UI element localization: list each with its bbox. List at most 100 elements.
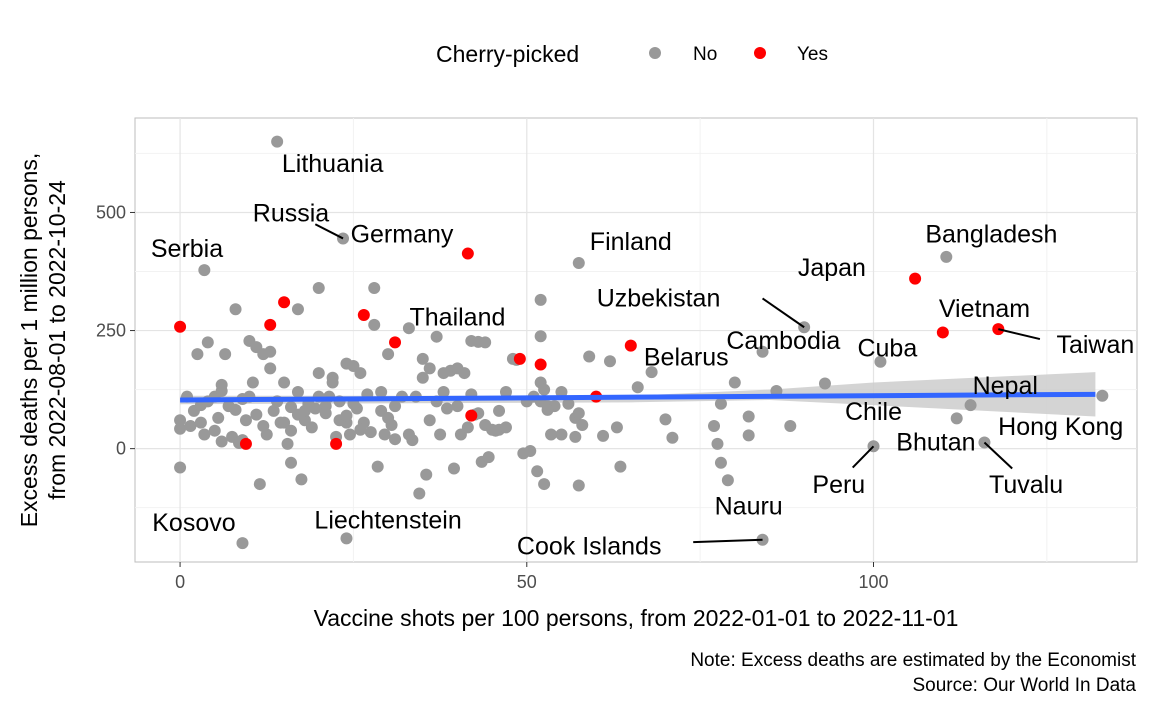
data-point-no <box>253 478 266 491</box>
data-point-no <box>441 402 454 415</box>
data-point-no <box>413 487 426 500</box>
plot-panel <box>134 117 1138 563</box>
country-label: Liechtenstein <box>314 506 461 534</box>
data-point-no <box>572 479 585 492</box>
country-label: Cuba <box>857 335 917 363</box>
data-point-no <box>354 423 367 436</box>
data-point-no <box>174 414 187 427</box>
y-axis-label-line1: Excess deaths per 1 million persons, <box>16 153 42 528</box>
data-point-no <box>597 429 610 442</box>
data-point-no <box>250 408 263 421</box>
data-point-no <box>541 403 554 416</box>
x-tick-label: 50 <box>517 572 537 592</box>
label-pointers <box>314 223 1041 544</box>
data-point-no <box>940 250 953 263</box>
label-pointer <box>998 328 1041 341</box>
country-label: Russia <box>253 199 330 227</box>
data-point-no <box>631 381 644 394</box>
data-point-no <box>278 376 291 389</box>
country-labels: Lithuania Russia Germany Serbia Finland Bangl… <box>151 150 1134 561</box>
data-point-yes <box>624 339 637 352</box>
data-point-no <box>371 460 384 473</box>
data-point-no <box>479 336 492 349</box>
country-label: Bhutan <box>896 429 975 457</box>
data-point-yes <box>239 437 252 450</box>
data-point-no <box>742 410 755 423</box>
data-point-no <box>229 303 242 316</box>
data-point-no <box>524 445 537 457</box>
data-point-no <box>291 385 304 398</box>
data-point-no <box>402 322 415 335</box>
data-point-no <box>191 348 204 361</box>
data-point-no <box>215 435 228 448</box>
country-label: Serbia <box>151 235 223 263</box>
data-point-no <box>239 414 252 427</box>
data-point-yes <box>330 437 343 450</box>
label-pointer <box>761 297 805 329</box>
confidence-band-area <box>180 372 1096 417</box>
y-tick-label: 250 <box>96 321 126 341</box>
data-point-no <box>545 428 558 441</box>
data-point-no <box>451 400 464 413</box>
data-point-no <box>278 416 291 429</box>
data-point-yes <box>465 409 478 422</box>
data-point-no <box>493 404 506 417</box>
data-point-yes <box>174 320 187 333</box>
data-point-no <box>555 428 568 441</box>
country-label: Lithuania <box>282 150 384 178</box>
country-label: Chile <box>845 398 902 426</box>
y-tick-label: 500 <box>96 202 126 222</box>
data-point-no <box>461 421 474 434</box>
data-point-no <box>714 456 727 469</box>
data-point-no <box>305 421 318 434</box>
data-point-no <box>538 478 551 491</box>
data-point-no <box>465 334 478 347</box>
y-tick-label: 0 <box>116 439 126 459</box>
data-point-no <box>645 366 658 379</box>
y-axis-label: Excess deaths per 1 million persons, fro… <box>16 153 70 528</box>
data-point-no <box>340 409 353 422</box>
data-point-no <box>874 355 887 368</box>
legend-yes-label: Yes <box>797 44 828 65</box>
data-point-no <box>194 416 207 429</box>
data-point-no <box>534 293 547 306</box>
data-point-no <box>201 336 214 349</box>
data-point-no <box>375 385 388 398</box>
country-label: Germany <box>351 221 454 249</box>
data-point-no <box>708 419 721 432</box>
data-point-no <box>368 318 381 331</box>
data-point-no <box>538 383 551 396</box>
data-point-no <box>246 376 259 389</box>
data-point-no <box>534 330 547 343</box>
legend-no-marker <box>649 47 661 59</box>
data-point-no <box>198 428 211 441</box>
country-label: Bangladesh <box>925 221 1057 249</box>
data-point-no <box>295 473 308 486</box>
legend-title: Cherry-picked <box>436 41 579 67</box>
data-point-no <box>215 378 228 391</box>
data-point-yes <box>389 336 402 349</box>
data-point-no <box>569 430 582 443</box>
data-point-no <box>420 468 433 481</box>
country-label: Cook Islands <box>517 532 662 560</box>
country-label: Belarus <box>644 344 729 372</box>
data-point-no <box>1096 389 1109 402</box>
data-point-no <box>354 367 367 380</box>
data-point-no <box>368 282 381 295</box>
data-point-no <box>562 397 575 410</box>
label-pointer <box>851 445 875 469</box>
label-pointer <box>983 441 1013 470</box>
country-label: Thailand <box>409 303 505 331</box>
data-point-no <box>378 428 391 441</box>
data-point-no <box>174 461 187 474</box>
country-label: Peru <box>812 471 865 499</box>
data-point-no <box>212 411 225 424</box>
data-point-yes <box>278 296 291 309</box>
data-point-no <box>309 402 322 415</box>
data-point-no <box>531 465 544 478</box>
data-point-no <box>343 428 356 441</box>
series-no <box>174 135 1109 550</box>
confidence-band <box>180 372 1096 417</box>
data-point-no <box>326 376 339 389</box>
